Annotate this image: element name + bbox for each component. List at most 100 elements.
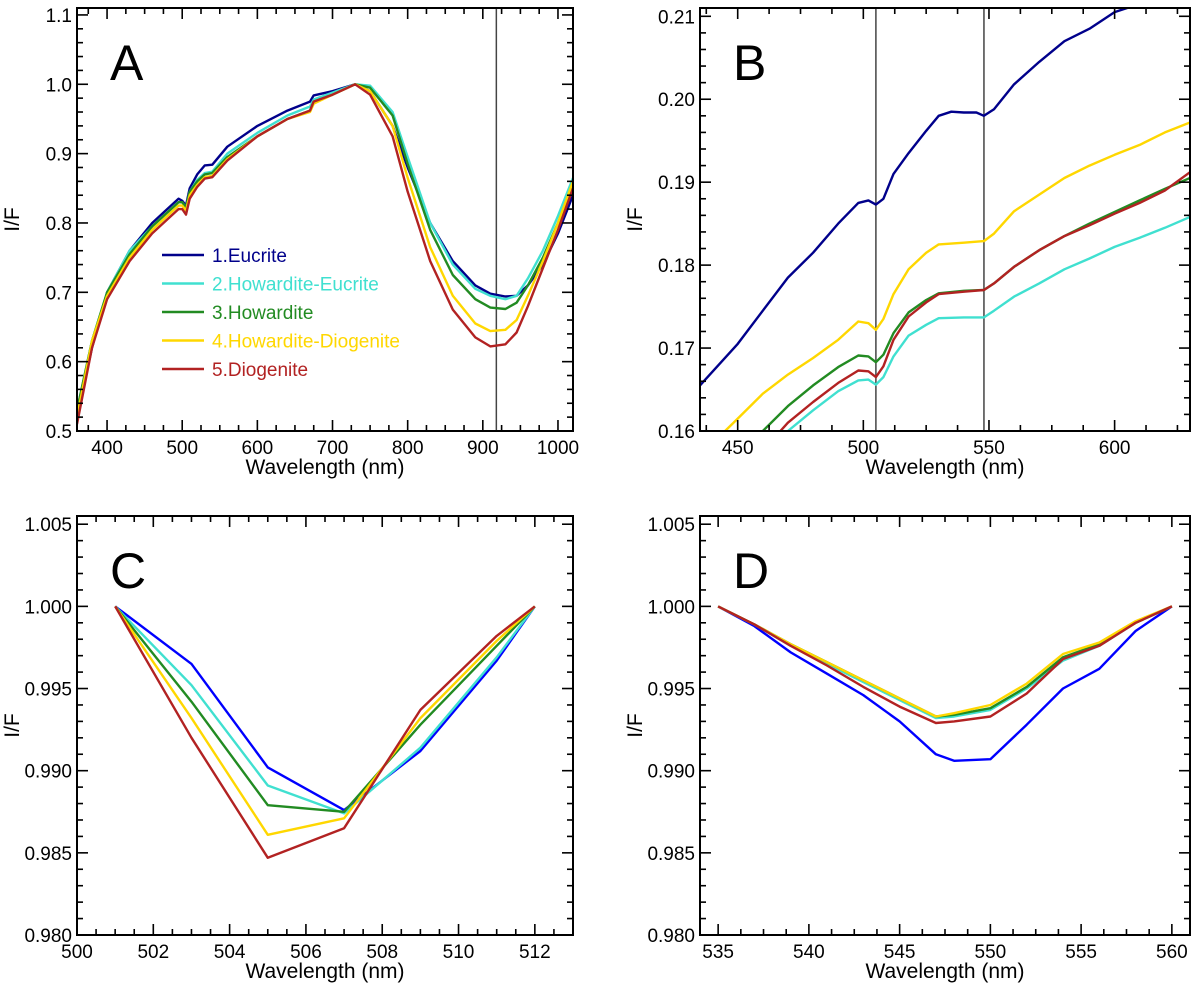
legend-label-2: 2.Howardite-Eucrite [212,275,379,296]
legend: 1.Eucrite 2.Howardite-Eucrite 3.Howardite 4… [162,246,400,381]
panel-c: 500 502 504 506 508 510 512 0.980 0.985 0.990 0.99… [1,515,574,983]
y-tick-label-c: 1.000 [24,597,72,618]
x-axis-label-b: Wavelength (nm) [865,456,1024,479]
x-tick-label-a: 400 [91,438,123,459]
y-tick-label-a: 0.5 [46,422,72,443]
panel-letter-c: C [110,543,146,599]
x-tick-label-b: 600 [1099,438,1131,459]
panel-d: 535 540 545 550 555 560 0.980 0.985 0.990 0.995 1.… [624,515,1191,983]
x-tick-label-c: 512 [519,942,551,963]
x-tick-label-d: 540 [793,942,825,963]
y-tick-label-d: 0.985 [647,844,695,865]
panel-letter-b: B [733,35,766,91]
series-line-a-4 [77,83,573,418]
y-tick-label-d: 0.990 [647,762,695,783]
series-line-b-1 [700,8,1132,387]
series-line-c-5 [114,605,536,859]
series-group-a [77,83,573,425]
y-tick-label-c: 0.980 [24,926,72,947]
x-tick-label-c: 508 [366,942,398,963]
y-tick-label-a: 0.7 [46,283,72,304]
x-tick-label-c: 506 [290,942,322,963]
panel-b: 450 500 550 600 0.16 0.17 0.18 0.19 0.20 0.21 Wave… [624,7,1191,479]
series-line-c-2 [114,605,536,815]
series-line-b-3 [761,176,1190,431]
y-axis-label-b: I/F [624,207,647,232]
y-tick-label-d: 1.005 [647,515,695,536]
x-tick-label-c: 510 [443,942,475,963]
y-tick-label-b: 0.21 [658,7,695,28]
panel-a: 400 500 600 700 800 900 1000 0.5 0.6 0.7 0.8 0.9 1.0… [1,6,579,479]
x-tick-label-d: 535 [702,942,734,963]
y-tick-label-d: 1.000 [647,597,695,618]
x-tick-label-b: 500 [847,438,879,459]
x-tick-label-d: 545 [884,942,916,963]
legend-label-3: 3.Howardite [212,303,313,324]
series-line-b-2 [787,215,1190,431]
x-tick-label-a: 800 [392,438,424,459]
plot-frame-c [76,515,574,936]
y-tick-label-b: 0.16 [658,422,695,443]
series-line-d-3 [717,605,1173,718]
y-tick-label-a: 0.9 [46,145,72,166]
y-tick-label-c: 0.995 [24,680,72,701]
y-tick-label-c: 0.985 [24,844,72,865]
plot-frame-d [699,515,1191,936]
x-tick-label-a: 600 [242,438,274,459]
legend-label-5: 5.Diogenite [212,360,308,381]
x-tick-label-a: 700 [317,438,349,459]
legend-label-1: 1.Eucrite [212,246,287,267]
y-tick-label-d: 0.995 [647,680,695,701]
y-axis-label-d: I/F [624,713,647,738]
x-axis-label-d: Wavelength (nm) [865,960,1024,983]
legend-label-4: 4.Howardite-Diogenite [212,332,400,353]
x-tick-label-b: 550 [973,438,1005,459]
y-tick-label-a: 0.8 [46,214,72,235]
x-tick-label-c: 504 [214,942,246,963]
series-line-a-1 [77,83,573,418]
x-tick-label-a: 500 [166,438,198,459]
series-line-d-5 [717,605,1173,725]
x-tick-label-d: 555 [1065,942,1097,963]
series-line-a-5 [77,83,573,425]
series-line-d-1 [717,605,1173,762]
y-tick-label-b: 0.18 [658,256,695,277]
plot-frame-a [76,7,574,432]
series-line-b-4 [724,121,1190,431]
y-tick-label-c: 1.005 [24,515,72,536]
x-tick-label-c: 502 [137,942,169,963]
y-axis-label-c: I/F [1,713,24,738]
series-line-d-2 [717,605,1173,720]
series-line-a-2 [77,83,573,411]
y-tick-label-b: 0.17 [658,339,695,360]
y-tick-label-c: 0.990 [24,762,72,783]
y-tick-label-a: 1.0 [46,75,72,96]
series-line-c-3 [114,605,536,813]
x-axis-label-a: Wavelength (nm) [245,456,404,479]
series-group-b [700,8,1190,431]
x-tick-label-d: 550 [975,942,1007,963]
series-group-d [717,605,1173,762]
series-line-d-4 [717,605,1173,718]
series-line-b-5 [779,171,1190,431]
panel-letter-a: A [110,35,144,91]
x-tick-label-a: 1000 [537,438,579,459]
y-tick-label-d: 0.980 [647,926,695,947]
series-line-a-3 [77,83,573,411]
y-axis-label-a: I/F [1,207,24,232]
x-tick-label-a: 900 [467,438,499,459]
x-tick-label-c: 500 [61,942,93,963]
series-line-c-4 [114,605,536,836]
y-tick-label-b: 0.19 [658,173,695,194]
panel-letter-d: D [733,543,769,599]
y-tick-label-b: 0.20 [658,90,695,111]
x-axis-label-c: Wavelength (nm) [245,960,404,983]
x-tick-label-d: 560 [1156,942,1188,963]
series-group-c [114,605,536,859]
series-line-c-1 [114,605,536,812]
y-tick-label-a: 1.1 [46,6,72,27]
plot-frame-b [699,7,1191,432]
y-tick-label-a: 0.6 [46,353,72,374]
x-tick-label-b: 450 [722,438,754,459]
